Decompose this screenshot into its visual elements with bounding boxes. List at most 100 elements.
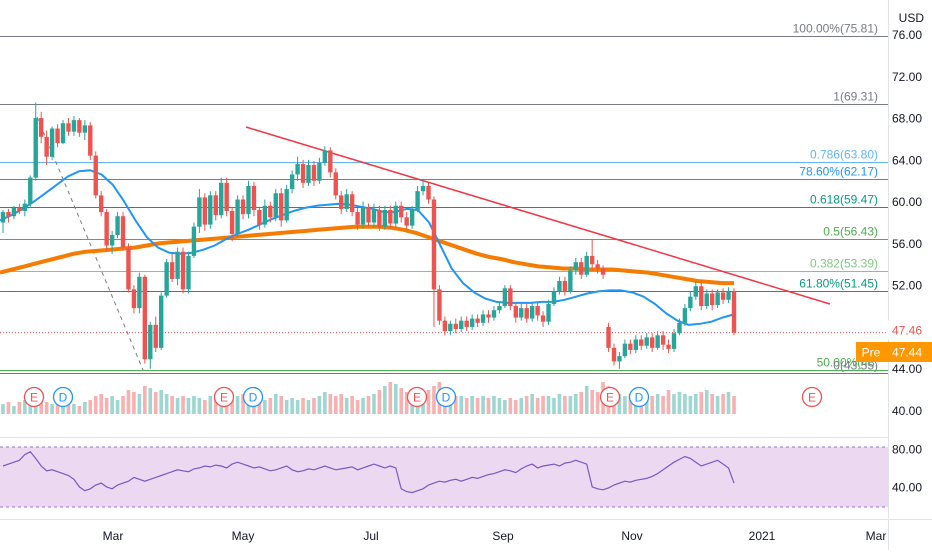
candle-body: [404, 217, 409, 226]
volume-bar: [284, 400, 289, 414]
volume-bar: [699, 392, 704, 414]
candle-body: [159, 295, 164, 348]
candle-body: [295, 164, 300, 175]
candle-body: [688, 296, 693, 309]
candle-body: [480, 314, 486, 323]
candle-body: [0, 212, 6, 223]
candle-body: [709, 293, 715, 306]
volume-bar: [726, 392, 731, 414]
candle-body: [524, 308, 529, 319]
time-axis-tick: 2021: [749, 529, 776, 543]
candle-body: [82, 125, 88, 133]
earnings-marker: [406, 386, 428, 408]
volume-bar: [492, 396, 496, 414]
candle-body: [475, 318, 480, 323]
axes: 76.0072.0068.0064.0060.0056.0052.0048.00…: [103, 28, 923, 543]
volume-bar: [61, 404, 65, 414]
candle-body: [268, 205, 273, 218]
price-axis-tick: 68.00: [892, 112, 922, 126]
volume-bar: [377, 390, 382, 414]
volume-bar: [464, 398, 469, 414]
volume-bar: [306, 400, 311, 414]
candle-body: [339, 195, 344, 209]
volume-bar: [486, 398, 491, 414]
candle-body: [219, 182, 224, 216]
price-axis-tick: 76.00: [892, 28, 922, 42]
volume-bar: [197, 398, 202, 414]
candle-body: [677, 322, 682, 334]
volume-bar: [153, 392, 158, 414]
candle-body: [606, 326, 611, 348]
volume-bar: [186, 398, 191, 414]
volume-bar: [213, 398, 218, 414]
volume-bar: [721, 394, 725, 414]
candle-body: [28, 177, 33, 204]
volume-bar: [175, 398, 180, 414]
candle-body: [409, 209, 415, 226]
dividend-marker: [435, 386, 457, 408]
volume-bar: [535, 398, 540, 414]
volume-bar: [426, 390, 431, 414]
volume-bar: [661, 396, 665, 414]
volume-bar: [257, 398, 262, 414]
candles: [0, 102, 737, 369]
candle-body: [360, 207, 366, 225]
candle-body: [344, 194, 349, 209]
candle-body: [55, 128, 60, 144]
volume-bar: [355, 400, 360, 414]
candle-body: [115, 216, 120, 236]
volume-bar: [617, 394, 622, 414]
fib-label: 0.618(59.47): [810, 193, 878, 207]
fib-label: 0.5(56.43): [823, 225, 878, 239]
candle-body: [60, 123, 66, 144]
candle-body: [671, 333, 677, 349]
volume-bar: [650, 396, 654, 414]
volume-bar: [44, 402, 49, 414]
candle-body: [317, 162, 322, 181]
volume-bar: [333, 396, 338, 414]
candle-body: [420, 185, 426, 192]
dividend-marker: [52, 386, 74, 408]
candle-body: [535, 306, 540, 316]
volume-bar: [77, 406, 82, 414]
candle-body: [273, 193, 278, 218]
volume-bar: [459, 396, 464, 414]
candle-body: [584, 255, 589, 275]
price-axis-tick: 64.00: [892, 153, 922, 167]
candle-body: [257, 209, 262, 225]
volume-bar: [590, 390, 594, 414]
candle-body: [497, 306, 502, 311]
volume-bar: [573, 394, 578, 414]
candle-body: [180, 251, 186, 290]
volume-bar: [6, 402, 11, 414]
volume-bar: [672, 394, 676, 414]
candle-body: [6, 212, 11, 217]
candle-body: [164, 262, 169, 296]
volume-bar: [628, 394, 633, 414]
price-axis-tick: 56.00: [892, 237, 922, 251]
candle-body: [137, 276, 142, 309]
candle-body: [98, 195, 104, 213]
volume-bar: [623, 396, 627, 414]
candle-body: [502, 288, 508, 307]
volume-bar: [279, 396, 284, 414]
event-marker-label: E: [413, 391, 421, 405]
earnings-marker: [599, 386, 621, 408]
volume-bar: [17, 402, 22, 414]
volume-bar: [552, 398, 556, 414]
volume-bar: [137, 394, 142, 414]
volume-bar: [328, 394, 333, 414]
rsi-line: [2, 451, 735, 494]
volume-bar: [241, 394, 245, 414]
moving-averages: [0, 169, 735, 326]
event-marker-label: E: [808, 391, 816, 405]
volume-bar: [181, 396, 185, 414]
resistance-trendline: [245, 126, 831, 305]
event-marker-label: E: [30, 391, 38, 405]
volume-bar: [1, 404, 5, 414]
candle-body: [437, 289, 442, 321]
candle-body: [251, 185, 257, 210]
volume-bar: [121, 396, 125, 414]
